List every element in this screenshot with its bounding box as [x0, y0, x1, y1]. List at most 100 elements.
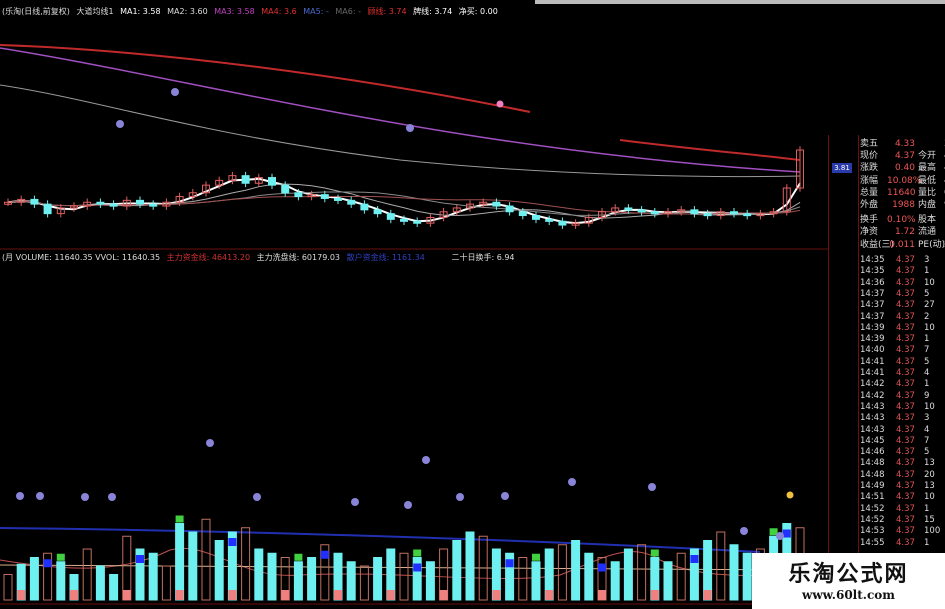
ma1-value: MA1: 3.58 — [120, 7, 161, 16]
blue-line-value: 散户资金线: 1161.34 — [346, 253, 425, 262]
volume-bar — [29, 557, 39, 601]
tick-time: 14:49 — [860, 481, 885, 491]
tick-volume: 1 — [924, 379, 930, 390]
tick-time: 14:48 — [860, 469, 885, 480]
candle-down — [360, 203, 369, 211]
quote-value: 0.40 — [894, 163, 915, 174]
candle-down — [650, 211, 659, 215]
quote-row: 净资1.72流通11.5 — [860, 226, 945, 238]
tick-volume: 2 — [924, 311, 930, 322]
quote-row: 总量11640量比0 — [860, 187, 945, 199]
volume-bar — [175, 523, 185, 601]
tick-price: 4.37 — [896, 447, 915, 458]
quote-label-2: PE(动) — [918, 239, 945, 250]
turnover-value: 二十日换手: 6.94 — [451, 253, 515, 262]
tick-price: 4.37 — [896, 526, 915, 537]
quote-row: 换手0.10%股本11.5 — [860, 214, 945, 226]
volume-bar — [267, 552, 277, 601]
tick-time: 14:43 — [860, 401, 885, 412]
tick-row: 14:43 4.37 10 — [860, 402, 935, 413]
ma60-line — [0, 47, 801, 173]
tick-volume: 13 — [924, 481, 935, 491]
candle-down — [43, 203, 52, 215]
candle-up — [122, 199, 131, 207]
candle-down — [136, 199, 144, 205]
volume-bar — [188, 531, 198, 601]
tick-time: 14:45 — [860, 435, 885, 446]
quote-label-2: 最低 — [918, 175, 937, 186]
tick-price: 4.37 — [896, 368, 915, 378]
tick-time: 14:48 — [860, 458, 885, 469]
candle-down — [505, 205, 514, 213]
candle-up — [796, 149, 804, 189]
tick-volume: 27 — [924, 300, 935, 311]
volume-bar — [478, 535, 488, 601]
watermark: 乐淘公式网 www.60lt.com — [752, 553, 945, 609]
tick-row: 14:35 4.37 3 — [860, 255, 929, 266]
tick-row: 14:48 4.37 20 — [860, 470, 935, 481]
volume-bar — [412, 557, 422, 601]
volume-marker — [43, 559, 52, 568]
candle-up — [162, 201, 171, 207]
quote-value: 4.33 — [894, 139, 915, 149]
kline-chart[interactable] — [0, 0, 828, 609]
volume-bar — [109, 574, 119, 601]
candle-down — [281, 184, 290, 194]
candle-up — [215, 179, 224, 186]
tick-time: 14:43 — [860, 413, 885, 424]
tick-time: 14:52 — [860, 514, 885, 525]
quote-value: 11640 — [887, 187, 916, 198]
candle-down — [96, 201, 105, 205]
candle-down — [743, 213, 752, 217]
candles — [4, 146, 804, 229]
volume-bar — [729, 544, 739, 601]
quote-value: 1988 — [892, 200, 915, 210]
tick-row: 14:40 4.37 7 — [860, 345, 929, 356]
signal-dot — [253, 493, 261, 501]
quote-label: 涨跌 — [860, 163, 879, 174]
volume-bar — [689, 548, 699, 601]
signal-dot — [116, 120, 124, 128]
volume-label: (月 VOLUME: 11640.35 VVOL: 11640.35 — [2, 253, 161, 262]
tick-price: 4.37 — [896, 266, 915, 277]
volume-bar — [346, 561, 356, 601]
tick-price: 4.37 — [896, 345, 915, 356]
candle-down — [320, 194, 329, 199]
candle-up — [70, 205, 78, 209]
volume-marker — [320, 550, 329, 559]
ma120-line — [0, 44, 531, 113]
tick-price: 4.37 — [896, 277, 915, 288]
tick-time: 14:42 — [860, 390, 885, 401]
candle-up — [769, 211, 778, 215]
tick-volume: 13 — [924, 458, 935, 469]
volume-bar-base — [175, 590, 184, 600]
ma4-value: MA4: 3.6 — [261, 7, 297, 16]
signal-dot — [456, 493, 464, 501]
volume-bar-base — [70, 590, 78, 600]
volume-bar — [637, 544, 647, 601]
volume-bar-base — [228, 590, 237, 600]
signal-dot — [171, 88, 179, 96]
candle-up — [56, 207, 65, 215]
candle-down — [334, 197, 342, 201]
chart-title: (乐淘(日线,前复权) — [2, 7, 70, 16]
tick-price: 4.37 — [896, 379, 915, 390]
volume-bar — [557, 544, 567, 601]
quote-row: 卖五4.3334 — [860, 138, 945, 150]
quote-label-2: 量比 — [918, 187, 937, 198]
candle-up — [584, 216, 593, 224]
tick-time: 14:40 — [860, 345, 885, 356]
tick-volume: 1 — [924, 266, 930, 277]
line-c-value: 净买: 0.00 — [458, 7, 498, 16]
tick-row: 14:42 4.37 1 — [860, 379, 929, 390]
tick-price: 4.37 — [896, 322, 915, 333]
volume-bar-base — [386, 590, 395, 600]
signal-dot — [404, 501, 412, 509]
candle-down — [400, 218, 408, 222]
tick-row: 14:39 4.37 10 — [860, 323, 935, 334]
tick-price: 4.37 — [896, 255, 915, 265]
tick-volume: 1 — [924, 503, 930, 514]
candle-down — [149, 203, 158, 207]
signal-dot — [740, 527, 748, 535]
volume-marker — [136, 555, 144, 563]
